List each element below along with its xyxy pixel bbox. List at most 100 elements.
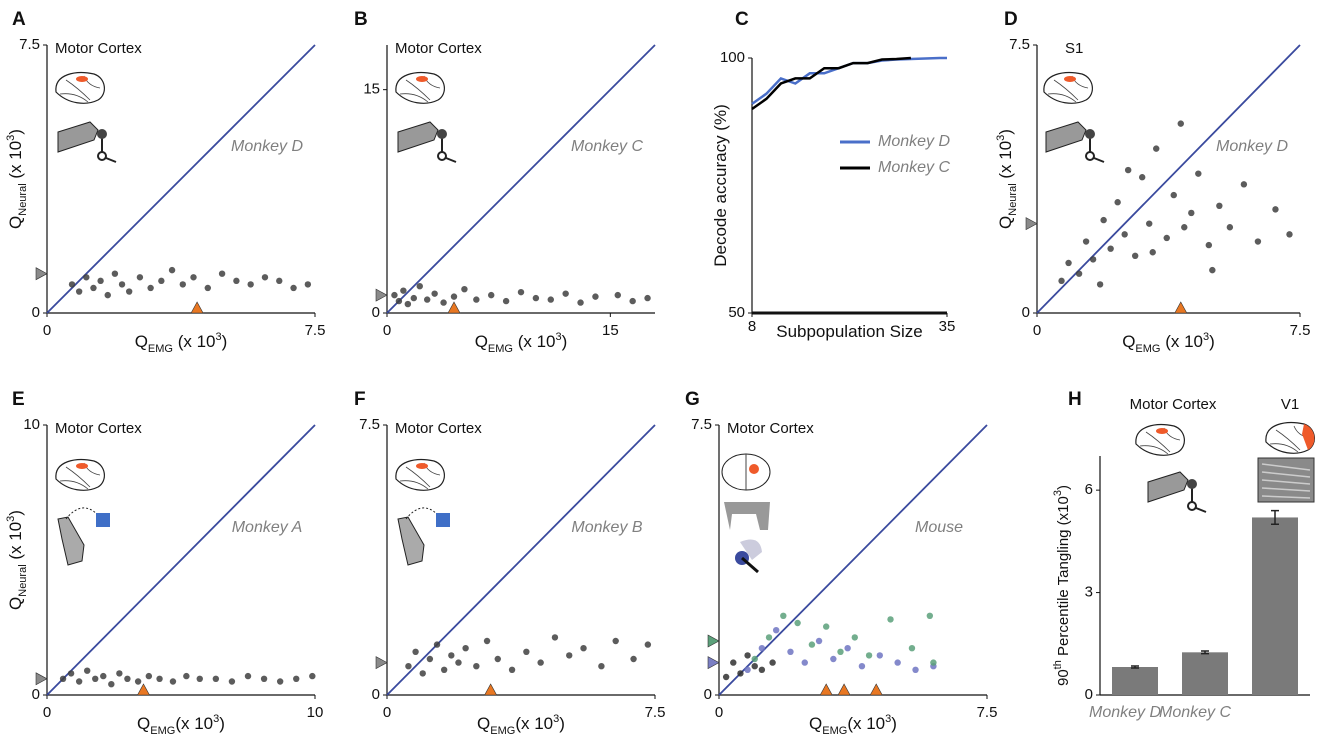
scatter-point xyxy=(455,659,462,666)
x-tick-label: 10 xyxy=(307,704,324,721)
scatter-point xyxy=(1082,238,1090,245)
scatter-point xyxy=(290,284,297,292)
manipulandum xyxy=(1093,157,1105,163)
scatter-point xyxy=(1058,277,1065,285)
manipulandum xyxy=(1195,507,1207,513)
axis-label: Subpopulation Size xyxy=(776,322,923,341)
scatter-point xyxy=(462,645,469,652)
label-part: th xyxy=(1052,660,1064,669)
legend-label: Monkey D xyxy=(878,133,950,150)
axis-label: QEMG(x 103) xyxy=(809,713,897,737)
x-tick-label: Monkey D xyxy=(1089,704,1161,721)
scatter-point xyxy=(97,277,104,285)
scatter-point xyxy=(1139,174,1146,181)
scatter-point xyxy=(75,678,83,685)
scatter-point xyxy=(1121,231,1128,238)
brain-icon xyxy=(395,71,445,104)
scatter-point xyxy=(908,645,916,652)
label-part: Subpopulation Size xyxy=(776,322,923,341)
scatter-point xyxy=(108,681,115,688)
panel-letter: E xyxy=(12,389,25,410)
scatter-point xyxy=(1272,206,1279,213)
panel-letter: C xyxy=(735,9,749,30)
label-part: Q xyxy=(1122,332,1135,351)
scatter-point xyxy=(67,670,75,677)
panel-title: Motor Cortex xyxy=(395,420,482,437)
arm-icon xyxy=(397,121,439,153)
x-marker xyxy=(837,683,851,696)
scatter-point xyxy=(629,297,636,305)
scatter-point xyxy=(116,670,123,677)
y-tick-label: 0 xyxy=(704,686,712,703)
scatter-point xyxy=(136,274,144,281)
scatter-point xyxy=(244,672,252,680)
scatter-point xyxy=(440,666,448,673)
brain-area xyxy=(1064,76,1076,82)
joint xyxy=(97,129,107,139)
scatter-point xyxy=(1177,120,1184,127)
v1-image-stripe xyxy=(1261,471,1311,478)
scatter-point xyxy=(758,645,766,652)
scatter-point xyxy=(780,612,787,619)
scatter-point xyxy=(473,663,480,670)
scatter-point xyxy=(1100,216,1107,224)
scatter-point xyxy=(758,666,766,673)
joint xyxy=(437,129,447,139)
annotation: Monkey A xyxy=(232,519,303,536)
scatter-point xyxy=(158,277,165,285)
x-marker xyxy=(190,301,204,314)
error-bar xyxy=(1131,665,1139,669)
target xyxy=(436,513,450,527)
scatter-point xyxy=(416,283,423,290)
scatter-point xyxy=(912,666,919,673)
label-part: (x 10 xyxy=(847,714,885,733)
label-part: Q xyxy=(996,216,1015,229)
manipulandum xyxy=(105,157,117,163)
scatter-point xyxy=(134,678,142,685)
x-tick-label: 35 xyxy=(939,318,956,335)
label-part: 3 xyxy=(995,135,1007,141)
scatter-point xyxy=(765,634,773,641)
unity-line xyxy=(46,424,316,696)
y-tick-label: 0 xyxy=(1022,304,1030,321)
scatter-point xyxy=(1188,209,1195,217)
axis-label: 90th Percentile Tangling (x103) xyxy=(1052,485,1072,686)
label-part: 3 xyxy=(5,135,17,141)
y-tick-label: 100 xyxy=(720,49,745,66)
scatter-point xyxy=(1114,199,1121,206)
scatter-point xyxy=(125,288,133,295)
scatter-point xyxy=(644,641,652,648)
label-part: 3 xyxy=(885,713,891,725)
brain-icon xyxy=(395,458,445,491)
y-marker xyxy=(35,267,48,281)
scatter-point xyxy=(598,663,605,670)
label-part: 3 xyxy=(5,516,17,522)
scatter-point xyxy=(730,659,737,666)
scatter-point xyxy=(926,612,934,619)
scatter-point xyxy=(722,673,730,681)
scatter-point xyxy=(794,619,801,627)
y-marker xyxy=(1025,217,1038,231)
scatter-point xyxy=(772,627,780,634)
scatter-point xyxy=(808,641,816,648)
scatter-point xyxy=(551,634,559,641)
x-marker xyxy=(484,683,498,696)
axis-label: QEMG (x 103) xyxy=(1122,331,1215,355)
hand-icon xyxy=(397,516,425,566)
label-part: EMG xyxy=(148,343,173,355)
scatter-point xyxy=(769,659,776,666)
x-tick-label: Monkey C xyxy=(1159,704,1231,721)
scatter-point xyxy=(1153,145,1160,152)
icon-label: Motor Cortex xyxy=(1130,396,1217,413)
label-part: EMG xyxy=(822,725,847,737)
label-part: (x 10 xyxy=(513,332,556,351)
label-part: Neural xyxy=(17,183,29,215)
scatter-point xyxy=(1209,266,1216,274)
label-part: 3 xyxy=(1203,331,1209,343)
panel-letter: H xyxy=(1068,389,1082,410)
y-marker xyxy=(35,672,48,686)
label-part: ) xyxy=(222,332,228,351)
limb-icon xyxy=(724,502,770,530)
label-part: EMG xyxy=(150,725,175,737)
scatter-point xyxy=(431,290,438,297)
